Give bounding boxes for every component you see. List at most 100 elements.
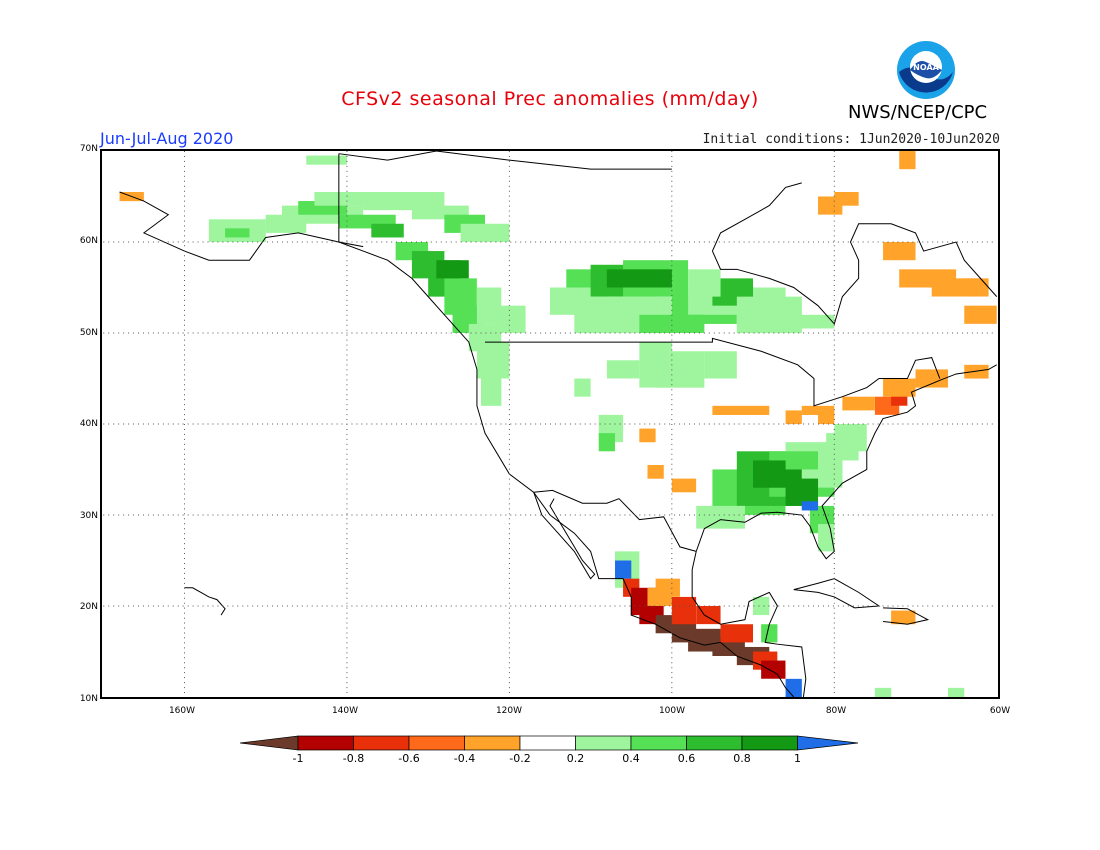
anomaly-cell bbox=[915, 369, 948, 388]
anomaly-cell bbox=[761, 624, 778, 643]
colorbar-label: -0.2 bbox=[509, 752, 531, 765]
colorbar-segment bbox=[353, 735, 410, 751]
anomaly-cell bbox=[671, 596, 697, 625]
coastline bbox=[883, 607, 930, 625]
anomaly-cell bbox=[371, 223, 404, 238]
lat-label: 60N bbox=[79, 236, 98, 246]
lat-label: 40N bbox=[79, 419, 98, 429]
anomaly-cell bbox=[598, 433, 616, 452]
anomaly-cell bbox=[769, 314, 835, 329]
colorbar-segment bbox=[686, 735, 743, 751]
colorbar-segment bbox=[519, 735, 576, 751]
anomaly-cell bbox=[964, 364, 989, 379]
svg-text:NOAA: NOAA bbox=[913, 63, 939, 72]
anomaly-cell bbox=[834, 191, 859, 206]
anomaly-cell bbox=[696, 605, 721, 625]
anomaly-cell bbox=[964, 278, 989, 297]
anomaly-cell bbox=[481, 369, 502, 406]
season-label: Jun-Jul-Aug 2020 bbox=[100, 129, 234, 148]
anomaly-cell bbox=[225, 228, 250, 238]
colorbar-segment bbox=[630, 735, 687, 751]
anomaly-cells bbox=[119, 151, 997, 697]
anomaly-cell bbox=[947, 687, 965, 697]
anomaly-cell bbox=[606, 360, 640, 379]
anomaly-cell bbox=[801, 405, 835, 415]
initial-conditions-label: Initial conditions: 1Jun2020-10Jun2020 bbox=[702, 132, 1000, 147]
colorbar-segment bbox=[408, 735, 465, 751]
gridlines bbox=[103, 151, 997, 697]
coastline bbox=[691, 551, 807, 697]
colorbar-label: -0.8 bbox=[342, 752, 365, 765]
colorbar-segment bbox=[741, 735, 798, 751]
anomaly-cell bbox=[655, 351, 705, 388]
noaa-logo: NOAA bbox=[896, 40, 956, 100]
anomaly-cell bbox=[639, 428, 656, 443]
national-border bbox=[484, 337, 941, 407]
anomaly-cell bbox=[306, 155, 347, 165]
colorbar-label: 1 bbox=[794, 752, 801, 765]
coastlines bbox=[119, 151, 998, 697]
coastline bbox=[338, 151, 672, 170]
anomaly-cell bbox=[899, 151, 916, 170]
agency-label: NWS/NCEP/CPC bbox=[848, 102, 988, 123]
lat-label: 20N bbox=[79, 602, 98, 612]
coastline bbox=[711, 182, 802, 252]
coastline bbox=[793, 578, 881, 609]
lon-label: 120W bbox=[495, 706, 523, 716]
colorbar-label: 0.6 bbox=[677, 752, 696, 765]
colorbar bbox=[239, 733, 860, 753]
lon-label: 140W bbox=[331, 706, 359, 716]
anomaly-cell bbox=[655, 578, 680, 597]
lon-label: 60W bbox=[989, 706, 1011, 716]
national-border bbox=[338, 153, 364, 248]
lat-label: 70N bbox=[79, 144, 98, 154]
colorbar-label: 0.4 bbox=[622, 752, 640, 765]
colorbar-arrow-right bbox=[797, 735, 859, 751]
anomaly-cell bbox=[785, 451, 819, 470]
map-title: CFSv2 seasonal Prec anomalies (mm/day) bbox=[341, 88, 759, 110]
anomaly-cell bbox=[436, 260, 469, 279]
anomaly-cell bbox=[647, 464, 664, 479]
coastline bbox=[711, 223, 998, 325]
lat-label: 50N bbox=[79, 328, 98, 338]
colorbar-segment bbox=[464, 735, 521, 751]
anomaly-cell bbox=[493, 305, 526, 333]
colorbar-segment bbox=[297, 735, 354, 751]
anomaly-cell bbox=[639, 314, 705, 333]
lon-label: 100W bbox=[658, 706, 686, 716]
anomaly-cell bbox=[891, 610, 916, 625]
coastline bbox=[695, 364, 997, 560]
anomaly-cell bbox=[712, 405, 770, 415]
anomaly-cell bbox=[696, 505, 745, 529]
anomaly-cell bbox=[720, 624, 754, 643]
lat-label: 30N bbox=[79, 511, 98, 521]
coastline bbox=[184, 587, 226, 616]
colorbar-label: -0.4 bbox=[453, 752, 476, 765]
anomaly-cell bbox=[460, 223, 510, 242]
map-canvas bbox=[103, 151, 998, 697]
anomaly-cell bbox=[704, 351, 737, 379]
anomaly-cell bbox=[874, 687, 892, 697]
colorbar-segment bbox=[575, 735, 632, 751]
anomaly-cell bbox=[964, 305, 997, 324]
anomaly-cell bbox=[834, 424, 867, 452]
coastline bbox=[533, 492, 596, 580]
anomaly-cell bbox=[801, 501, 819, 511]
lat-label: 10N bbox=[79, 694, 98, 704]
lon-label: 160W bbox=[168, 706, 196, 716]
colorbar-label: -0.6 bbox=[398, 752, 420, 765]
anomaly-cell bbox=[842, 396, 875, 411]
anomaly-cell bbox=[818, 410, 835, 425]
anomaly-cell bbox=[883, 378, 916, 397]
anomaly-map bbox=[100, 149, 1000, 699]
lon-label: 80W bbox=[825, 706, 847, 716]
coastline bbox=[119, 191, 795, 697]
anomaly-cell bbox=[761, 660, 786, 679]
colorbar-label: 0.8 bbox=[733, 752, 751, 765]
national-border bbox=[533, 489, 697, 552]
anomaly-cell bbox=[574, 378, 591, 397]
anomaly-cell bbox=[785, 410, 802, 425]
anomaly-cell bbox=[785, 678, 802, 697]
colorbar-arrow-left bbox=[239, 735, 299, 751]
anomaly-cell bbox=[615, 560, 632, 579]
